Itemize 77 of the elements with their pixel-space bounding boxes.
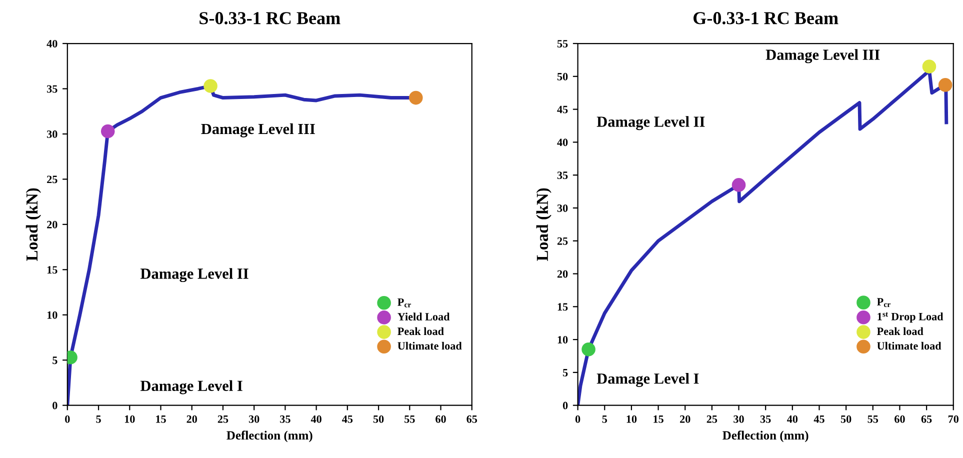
x-tick-label: 50 bbox=[373, 415, 384, 423]
annotation: Damage Level III bbox=[766, 49, 880, 64]
y-tick-label: 35 bbox=[46, 85, 58, 93]
point bbox=[732, 178, 746, 192]
x-tick-label: 10 bbox=[124, 415, 135, 423]
annotation: Damage Level II bbox=[596, 116, 705, 130]
legend-label: Ultimate load bbox=[877, 342, 942, 350]
x-tick-label: 25 bbox=[218, 415, 228, 423]
x-tick-label: 30 bbox=[734, 415, 744, 423]
x-tick-label: 25 bbox=[706, 415, 718, 423]
y-tick-label: 10 bbox=[47, 311, 58, 319]
chart-title: G-0.33-1 RC Beam bbox=[694, 12, 838, 24]
x-tick-label: 60 bbox=[436, 415, 446, 423]
y-tick-label: 55 bbox=[557, 40, 568, 48]
y-tick-label: 5 bbox=[52, 356, 58, 364]
x-tick-label: 55 bbox=[404, 415, 415, 423]
x-tick-label: 50 bbox=[840, 415, 852, 423]
y-tick-label: 20 bbox=[47, 220, 58, 228]
x-tick-label: 0 bbox=[575, 415, 580, 423]
chart-title: S-0.33-1 RC Beam bbox=[200, 12, 340, 24]
x-tick-label: 5 bbox=[96, 415, 101, 423]
x-tick-label: 10 bbox=[626, 415, 637, 423]
legend-label: Peak load bbox=[398, 327, 444, 336]
x-tick-label: 30 bbox=[248, 415, 260, 423]
y-tick-label: 45 bbox=[557, 106, 568, 114]
y-tick-label: 10 bbox=[558, 336, 568, 344]
x-tick-label: 45 bbox=[814, 415, 824, 423]
y-tick-label: 25 bbox=[557, 237, 568, 245]
y-tick-label: 40 bbox=[46, 40, 58, 48]
y-tick-label: 25 bbox=[47, 176, 58, 184]
x-tick-label: 65 bbox=[921, 415, 932, 423]
legend-label: Yield Load bbox=[398, 312, 450, 320]
y-tick-label: 30 bbox=[557, 204, 568, 212]
y-tick-label: 50 bbox=[557, 72, 568, 80]
y-tick-label: 0 bbox=[52, 402, 58, 410]
x-tick-label: 15 bbox=[654, 415, 664, 423]
x-tick-label: 45 bbox=[342, 415, 353, 423]
point bbox=[408, 90, 423, 105]
point bbox=[100, 124, 115, 138]
y-tick-label: 15 bbox=[47, 266, 58, 274]
point bbox=[204, 79, 218, 93]
x-tick-label: 40 bbox=[787, 415, 798, 423]
legend-label: Ultimate load bbox=[398, 342, 462, 350]
x-tick-label: 60 bbox=[894, 415, 905, 423]
x-tick-label: 35 bbox=[760, 415, 771, 423]
legend-label: P$_{cr}$ bbox=[877, 298, 890, 308]
x-tick-label: 70 bbox=[948, 415, 958, 423]
y-tick-label: 5 bbox=[562, 369, 568, 376]
x-tick-label: 20 bbox=[186, 415, 197, 423]
annotation: Damage Level III bbox=[201, 123, 315, 138]
x-tick-label: 55 bbox=[868, 415, 878, 423]
x-tick-label: 5 bbox=[602, 415, 607, 423]
x-tick-label: 40 bbox=[310, 415, 322, 423]
x-axis-title: Deflection (mm) bbox=[226, 430, 312, 442]
x-tick-label: 35 bbox=[280, 415, 290, 423]
legend-label: Peak load bbox=[877, 327, 924, 336]
point bbox=[922, 60, 936, 74]
y-axis-title: Load (kN) bbox=[26, 188, 42, 261]
y-tick-label: 40 bbox=[557, 138, 568, 146]
x-tick-label: 20 bbox=[680, 415, 690, 423]
y-axis-title: Load (kN) bbox=[536, 188, 552, 261]
y-tick-label: 20 bbox=[557, 270, 568, 278]
y-tick-label: 15 bbox=[558, 303, 568, 311]
x-tick-label: 15 bbox=[156, 415, 166, 423]
legend-label: 1$^{st}$ Drop Load bbox=[878, 312, 944, 323]
y-tick-label: 30 bbox=[46, 130, 58, 138]
y-tick-label: 0 bbox=[562, 402, 568, 410]
annotation: Damage Level II bbox=[140, 268, 248, 282]
x-tick-label: 0 bbox=[65, 415, 70, 423]
x-tick-label: 65 bbox=[466, 415, 478, 423]
y-tick-label: 35 bbox=[557, 172, 568, 180]
point bbox=[938, 78, 952, 92]
annotation: Damage Level I bbox=[140, 380, 242, 394]
x-axis-title: Deflection (mm) bbox=[722, 430, 808, 442]
annotation: Damage Level I bbox=[596, 373, 699, 387]
legend-label: P$_{cr}$ bbox=[398, 298, 411, 308]
point bbox=[582, 342, 596, 356]
